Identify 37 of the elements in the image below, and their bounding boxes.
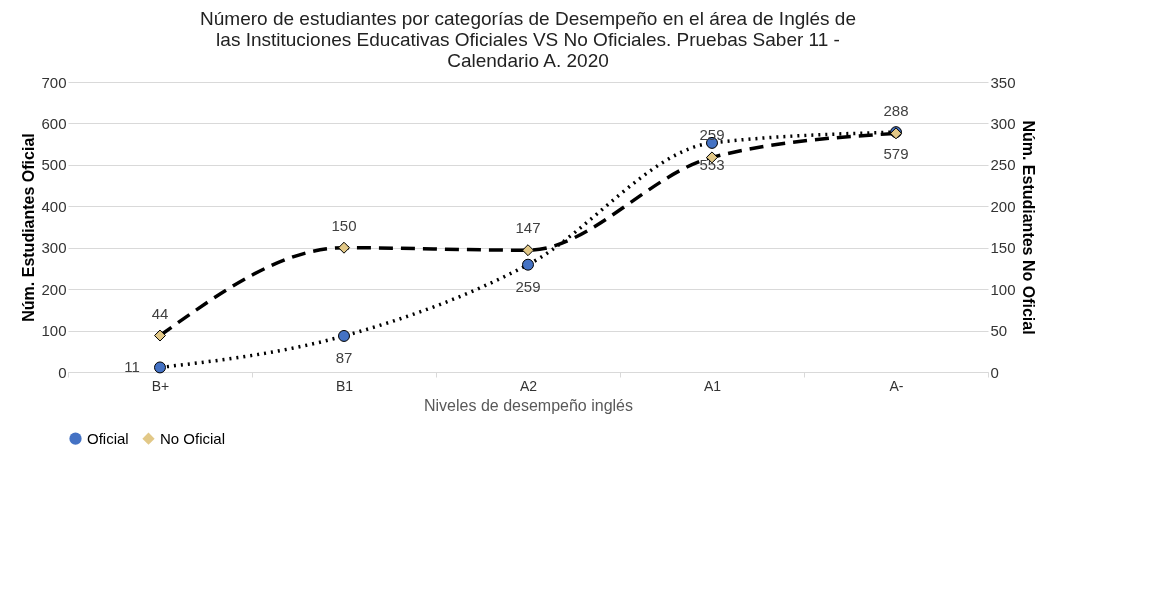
- y-axis-title: Núm. Estudiantes Oficial: [20, 133, 38, 322]
- y-tick-label: 600: [41, 114, 67, 132]
- data-label: 87: [335, 348, 353, 366]
- data-label: 579: [883, 145, 909, 163]
- data-label: 553: [699, 155, 725, 173]
- data-label: 259: [515, 277, 541, 295]
- x-axis-title: Niveles de desempeño inglés: [423, 396, 634, 414]
- data-label: 147: [515, 219, 541, 237]
- chart-title: Número de estudiantes por categorías de Desempeño en el área de Inglés de las Instituciones Educativas Oficiales VS No Oficiales. Pruebas Saber 11 - Calendario A. 2020: [200, 8, 856, 71]
- y-tick-label: 500: [41, 156, 67, 174]
- x-tick-label: B+: [151, 377, 170, 394]
- y-tick-label: 200: [41, 280, 67, 298]
- y-tick-label: 700: [41, 73, 67, 91]
- data-label: 288: [883, 102, 909, 120]
- x-tick-label: A-: [889, 377, 904, 394]
- y2-tick-label: 150: [990, 239, 1016, 257]
- x-tick-label: A1: [703, 377, 722, 394]
- y2-tick-label: 250: [990, 156, 1016, 174]
- y2-tick-label: 50: [990, 322, 1008, 340]
- data-label: 259: [699, 126, 725, 144]
- legend-label: Oficial: [87, 429, 129, 447]
- y2-tick-label: 200: [990, 197, 1016, 215]
- y-tick-label: 400: [41, 197, 67, 215]
- legend-label: No Oficial: [160, 429, 226, 447]
- y2-tick-label: 100: [990, 280, 1016, 298]
- y2-axis-title: Núm. Estudiantes No Oficial: [1019, 120, 1037, 335]
- y-tick-label: 100: [41, 322, 67, 340]
- x-tick-label: B1: [335, 377, 354, 394]
- y2-tick-label: 350: [990, 73, 1016, 91]
- data-label: 150: [331, 216, 357, 234]
- data-label: 44: [151, 304, 169, 322]
- y-tick-label: 300: [41, 239, 67, 257]
- y2-tick-label: 0: [990, 363, 999, 381]
- y-tick-label: 0: [58, 363, 67, 381]
- y2-tick-label: 300: [990, 114, 1016, 132]
- x-tick-label: A2: [519, 377, 538, 394]
- data-label: 11: [124, 358, 140, 376]
